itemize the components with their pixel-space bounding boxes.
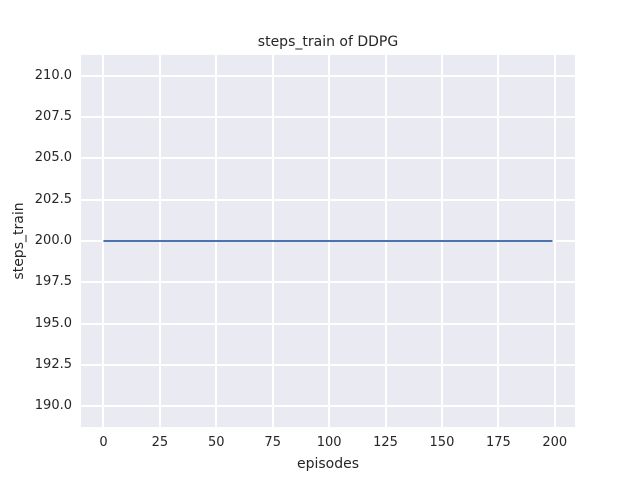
y-tick-label: 205.0	[34, 150, 72, 166]
x-tick-label: 125	[373, 435, 398, 450]
gridline-horizontal	[81, 322, 575, 325]
x-tick-label: 150	[429, 435, 455, 450]
y-tick-label: 210.0	[34, 67, 72, 83]
gridline-horizontal	[81, 405, 575, 408]
chart-title: steps_train of DDPG	[257, 34, 399, 50]
y-tick-label: 202.5	[34, 191, 72, 207]
y-tick-label: 192.5	[34, 357, 72, 372]
gridline-horizontal	[81, 116, 575, 118]
gridline-horizontal	[81, 281, 575, 284]
y-tick-label: 195.0	[34, 315, 72, 331]
gridline-horizontal	[81, 364, 575, 366]
x-tick-label: 75	[264, 435, 281, 450]
gridline-horizontal	[81, 157, 575, 160]
y-tick-label: 197.5	[34, 274, 72, 290]
x-axis-label: episodes	[296, 456, 360, 472]
line-series-layer	[103, 240, 553, 242]
x-tick-label: 0	[99, 435, 108, 450]
x-tick-label: 100	[316, 435, 342, 450]
x-tick-label: 200	[542, 435, 568, 450]
gridline-horizontal	[81, 74, 575, 77]
y-tick-label: 207.5	[34, 109, 72, 124]
x-tick-label: 50	[208, 435, 225, 450]
x-tick-label: 175	[485, 435, 511, 450]
y-tick-label: 190.0	[34, 398, 72, 414]
gridline-horizontal	[81, 198, 575, 201]
x-tick-label: 25	[151, 435, 169, 450]
plot-area	[81, 55, 575, 427]
y-tick-label: 200.0	[34, 233, 72, 248]
